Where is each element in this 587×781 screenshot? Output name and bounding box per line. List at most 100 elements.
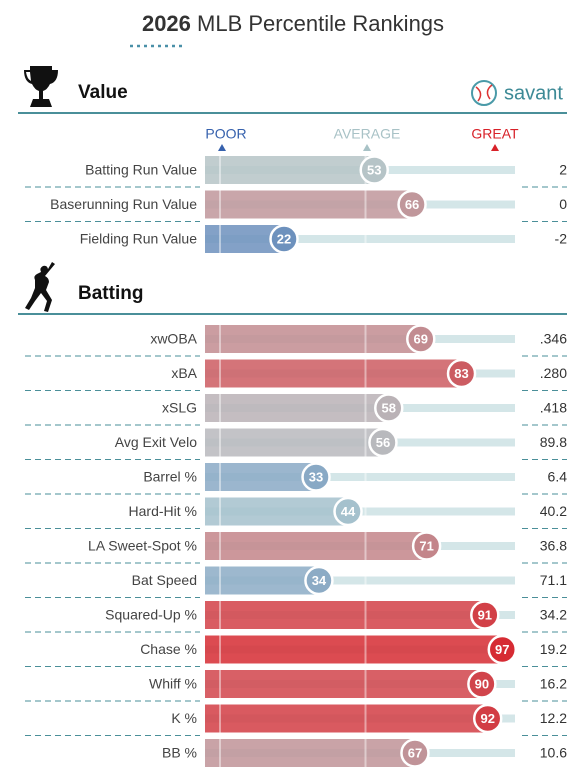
percentile-dot [400,738,430,768]
percentile-bar [205,601,485,629]
percentile-dot [359,155,389,185]
percentile-dot [446,358,477,389]
percentile-label: 22 [277,231,291,246]
percentile-bar [205,156,375,184]
legend-marker [218,144,226,151]
percentile-bar [205,428,383,457]
metric-stat: 36.8 [540,538,567,554]
chart-title: MLB Percentile Rankings [197,11,444,36]
metric-stat: 19.2 [540,641,567,657]
percentile-label: 69 [414,331,428,346]
metric-label: Squared-Up % [105,607,197,623]
percentile-dot [467,669,497,699]
metric-label: K % [171,710,197,726]
percentile-bar [205,566,319,595]
metric-stat: .280 [540,365,567,381]
percentile-dot [304,565,334,596]
percentile-label: 56 [376,435,390,450]
percentile-label: 67 [408,745,422,760]
percentile-dot [368,427,398,458]
percentile-bar [205,394,389,422]
percentile-bar [205,463,317,491]
metric-stat: -2 [555,231,568,247]
section-title: Value [78,82,128,103]
percentile-label: 44 [341,504,356,519]
percentile-bar [205,359,462,388]
metric-label: xwOBA [150,331,197,347]
metric-stat: 40.2 [540,503,567,519]
percentile-label: 58 [382,400,396,415]
section-icon [25,262,55,312]
metric-label: xSLG [162,400,197,416]
metric-stat: 71.1 [540,572,567,588]
metric-label: Batting Run Value [85,162,197,178]
percentile-bar [205,739,415,767]
percentile-dot [487,634,518,665]
percentile-bar [205,497,349,526]
legend-label: GREAT [471,126,519,142]
percentile-dot [374,393,404,423]
percentile-bar [205,325,421,353]
metric-label: Hard-Hit % [129,503,197,519]
percentile-label: 34 [312,573,327,588]
track [205,576,515,585]
chart-title-group: 2026 MLB Percentile Rankings [142,11,444,36]
section-title: Batting [78,283,143,304]
metric-stat: .346 [540,331,567,347]
brand-logo [471,80,497,106]
percentile-label: 91 [478,607,492,622]
percentile-label: 90 [475,676,489,691]
legend-label: AVERAGE [334,126,401,142]
metric-stat: 12.2 [540,710,567,726]
percentile-label: 33 [309,469,323,484]
brand-name: savant [504,82,563,104]
metric-label: xBA [171,365,197,381]
metric-label: Barrel % [143,469,197,485]
percentile-dot [411,531,442,561]
metric-stat: 6.4 [548,469,568,485]
legend-marker [363,144,371,151]
percentile-bar [205,532,427,560]
percentile-label: 53 [367,162,381,177]
legend-label: POOR [205,126,246,142]
percentile-label: 66 [405,197,419,212]
metric-label: Avg Exit Velo [115,434,197,450]
year: 2026 [142,11,191,36]
metric-label: LA Sweet-Spot % [88,538,197,554]
percentile-bar [205,704,488,733]
legend-marker [491,144,499,151]
metric-label: Chase % [140,641,197,657]
track [205,473,515,481]
percentile-dot [470,600,500,630]
percentile-dot [472,703,503,734]
metric-label: Bat Speed [132,572,197,588]
section-icon [24,66,58,107]
metric-label: BB % [162,745,197,761]
metric-label: Fielding Run Value [80,231,197,247]
metric-stat: 10.6 [540,745,567,761]
percentile-dot [333,496,363,527]
percentile-dot [301,462,331,492]
metric-stat: 2 [559,162,567,178]
percentile-label: 97 [495,642,509,657]
metric-stat: 89.8 [540,434,567,450]
metric-stat: 0 [559,196,567,212]
percentile-dot [406,324,436,354]
percentile-bar [205,670,482,698]
percentile-label: 71 [419,538,433,553]
percentile-bar [205,190,413,219]
percentile-bar [205,635,503,664]
metric-stat: 16.2 [540,676,567,692]
percentile-label: 83 [454,366,468,381]
brand-logo-stitch [475,84,493,102]
percentile-dot [269,224,299,254]
metric-stat: .418 [540,400,567,416]
metric-stat: 34.2 [540,607,567,623]
metric-label: Baserunning Run Value [50,196,197,212]
metric-label: Whiff % [149,676,197,692]
percentile-label: 92 [480,711,494,726]
percentile-dot [397,189,427,220]
brand: savant [471,80,563,106]
track [205,235,515,243]
